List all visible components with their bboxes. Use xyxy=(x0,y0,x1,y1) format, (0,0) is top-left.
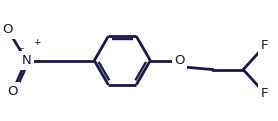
Text: O: O xyxy=(174,54,185,67)
Text: F: F xyxy=(261,39,268,53)
Text: +: + xyxy=(33,38,41,47)
Text: −: − xyxy=(16,43,23,52)
Text: F: F xyxy=(261,87,268,100)
Text: O: O xyxy=(7,85,18,98)
Text: N: N xyxy=(21,54,31,67)
Text: O: O xyxy=(3,23,13,36)
